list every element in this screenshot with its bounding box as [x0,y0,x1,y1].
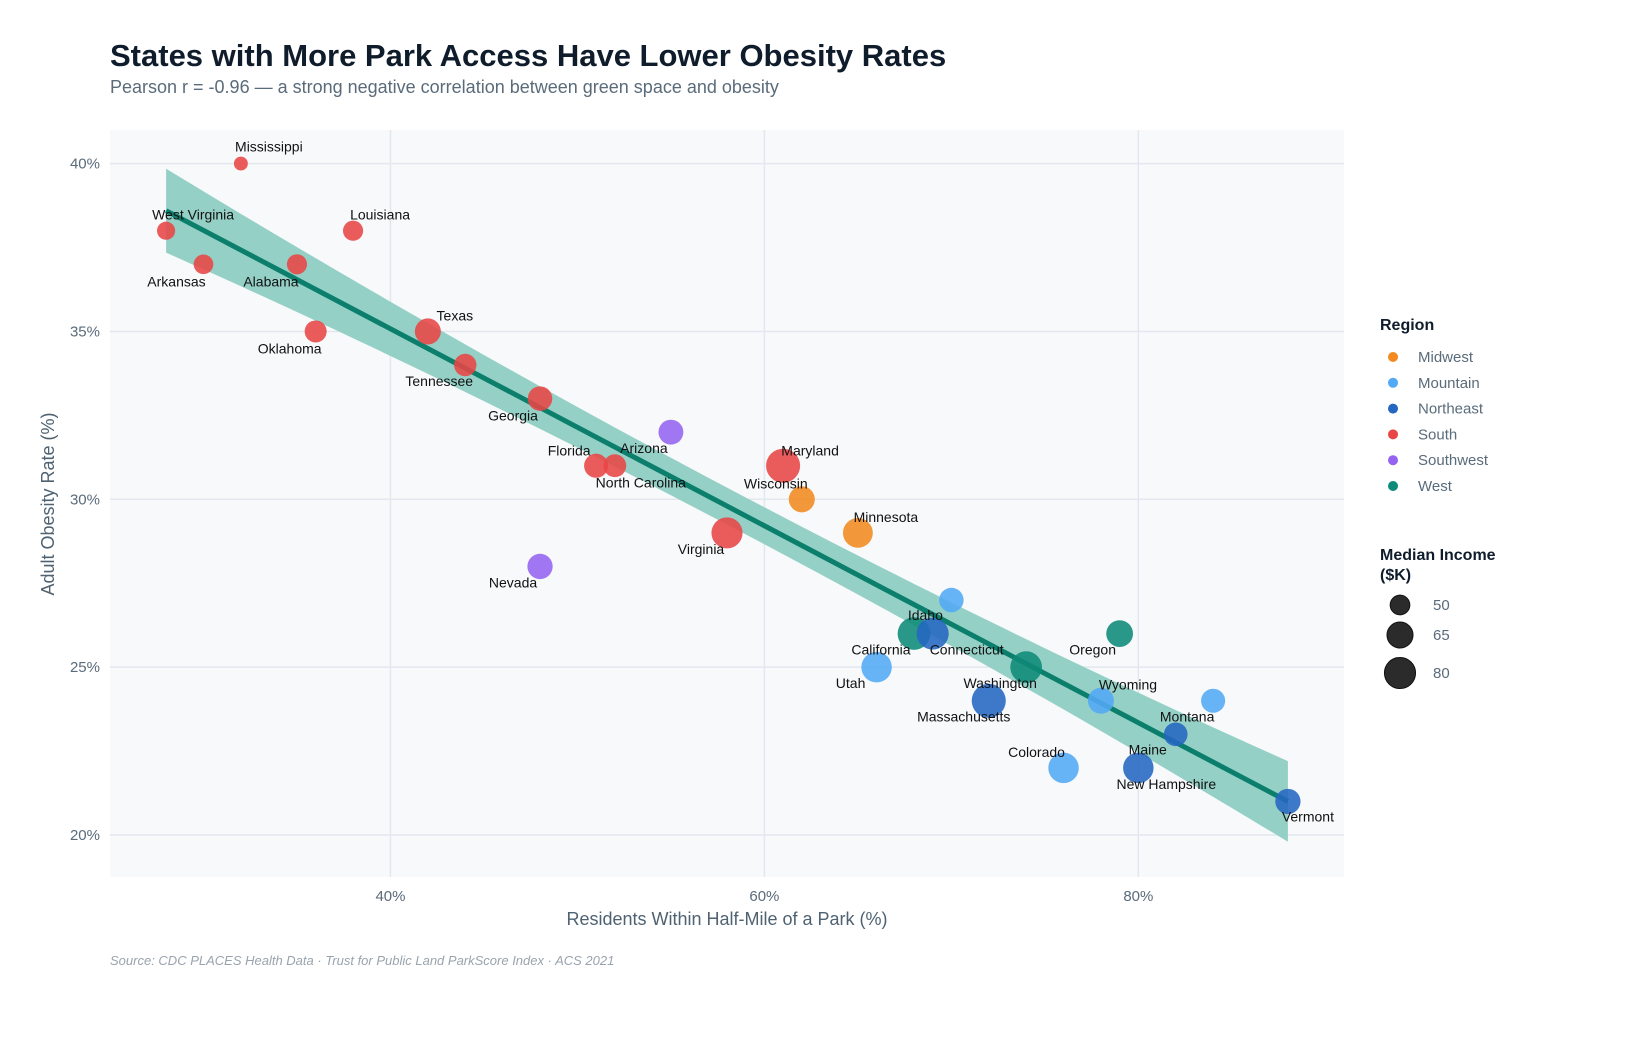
size-legend-title-line2: ($K) [1380,567,1411,584]
data-point [1048,752,1079,784]
tick-labels: 40% 60% 80% 20% 25% 30% 35% 40% [70,156,1153,905]
legend-swatch-midwest [1388,352,1398,362]
size-legend-title-line1: Median Income [1380,547,1496,564]
point-label: Arizona [620,440,668,456]
x-tick-label: 80% [1123,888,1153,905]
point-label: California [851,642,910,658]
x-tick-label: 40% [375,888,405,905]
data-point [971,683,1006,718]
point-label: Texas [437,307,474,323]
data-point [788,486,815,513]
size-legend-label: 50 [1433,597,1450,614]
data-point [1010,651,1043,684]
data-point [842,517,873,548]
point-label: Florida [548,443,591,459]
size-legend-circle [1383,656,1417,690]
point-label: Vermont [1282,808,1334,824]
point-labels: Mississippi West Virginia Louisiana Arkansa… [147,139,1334,825]
point-label: Oregon [1069,642,1116,658]
legend: Region Midwest Mountain Northeast South Sout… [1380,317,1496,690]
point-label: Colorado [1008,744,1065,760]
size-legend-circle [1386,621,1414,649]
point-label: West Virginia [152,207,234,223]
point-label: Tennessee [405,373,473,389]
y-tick-label: 20% [70,827,100,844]
point-label: Georgia [488,408,538,424]
chart-title: States with More Park Access Have Lower … [110,38,946,73]
point-label: Utah [836,675,866,691]
data-point [1163,722,1188,747]
region-legend-title: Region [1380,317,1434,334]
legend-swatch-south [1388,429,1398,440]
data-point [1087,687,1114,714]
size-legend-circle [1389,594,1411,616]
data-point [233,156,248,171]
legend-swatch-northeast [1388,403,1398,414]
point-label: Minnesota [854,509,919,525]
y-tick-label: 30% [70,491,100,508]
point-label: Maine [1129,741,1167,757]
y-tick-label: 40% [70,156,100,173]
legend-label-midwest: Midwest [1418,349,1474,366]
data-point [584,453,609,478]
point-label: Massachusetts [917,709,1010,725]
data-point [916,617,949,650]
x-axis-title: Residents Within Half-Mile of a Park (%) [566,909,887,929]
x-tick-label: 60% [749,888,779,905]
data-point [1201,688,1226,713]
point-label: Virginia [678,541,725,557]
data-point [1275,788,1301,815]
data-point [342,220,364,241]
data-point [454,353,477,377]
data-point [157,221,176,240]
point-label: Connecticut [930,642,1004,658]
point-label: Washington [963,675,1036,691]
point-label: Arkansas [147,273,205,289]
data-point [414,318,441,345]
point-label: Wyoming [1099,677,1157,693]
point-label: Nevada [489,574,537,590]
data-point [286,254,308,275]
size-legend-label: 80 [1433,665,1450,682]
data-point [527,553,553,580]
data-point [658,419,684,445]
data-point [603,454,627,478]
legend-label-southwest: Southwest [1418,452,1489,469]
legend-swatch-southwest [1388,455,1398,466]
legend-label-mountain: Mountain [1418,375,1480,392]
data-point [861,651,892,683]
point-label: Montana [1160,709,1215,725]
point-label: Oklahoma [258,340,322,356]
legend-label-south: South [1418,426,1457,443]
point-label: North Carolina [596,475,686,491]
point-label: New Hampshire [1117,776,1217,792]
data-point [766,448,801,483]
data-point [1106,620,1134,647]
y-tick-label: 25% [70,659,100,676]
point-label: Louisiana [350,207,410,223]
y-tick-label: 35% [70,323,100,340]
points-group [157,156,1301,815]
data-point [939,587,964,613]
size-legend-label: 65 [1433,627,1450,644]
point-label: Maryland [781,443,839,459]
legend-swatch-mountain [1388,377,1398,388]
point-label: Alabama [243,273,298,289]
chart-subtitle: Pearson r = -0.96 — a strong negative co… [110,77,779,97]
data-point [1123,752,1154,784]
source-note: Source: CDC PLACES Health Data · Trust f… [110,953,614,968]
point-label: Mississippi [235,139,303,155]
data-point [711,517,743,549]
point-label: Wisconsin [744,475,808,491]
legend-label-west: West [1418,478,1453,495]
point-label: Idaho [908,607,943,623]
legend-label-northeast: Northeast [1418,401,1484,418]
y-axis-title: Adult Obesity Rate (%) [38,412,58,595]
data-point [193,254,214,275]
legend-swatch-west [1388,481,1398,491]
data-point [527,386,553,411]
data-point [304,320,327,343]
